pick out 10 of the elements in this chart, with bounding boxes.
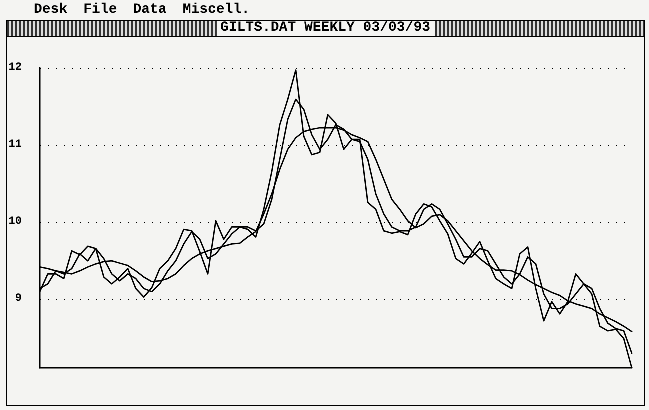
text: Desk <box>34 2 68 18</box>
chart-title: GILTS.DAT WEEKLY 03/03/93 <box>216 20 435 36</box>
text: Data <box>133 2 167 18</box>
striped-title-bar: GILTS.DAT WEEKLY 03/03/93 <box>6 20 645 37</box>
y-tick-label: 10 <box>8 216 22 228</box>
y-tick-label: 12 <box>8 62 22 74</box>
y-tick-label: 9 <box>15 292 22 305</box>
y-tick-label: 11 <box>8 138 22 151</box>
text: Miscell. <box>182 2 250 18</box>
text: File <box>84 2 118 18</box>
